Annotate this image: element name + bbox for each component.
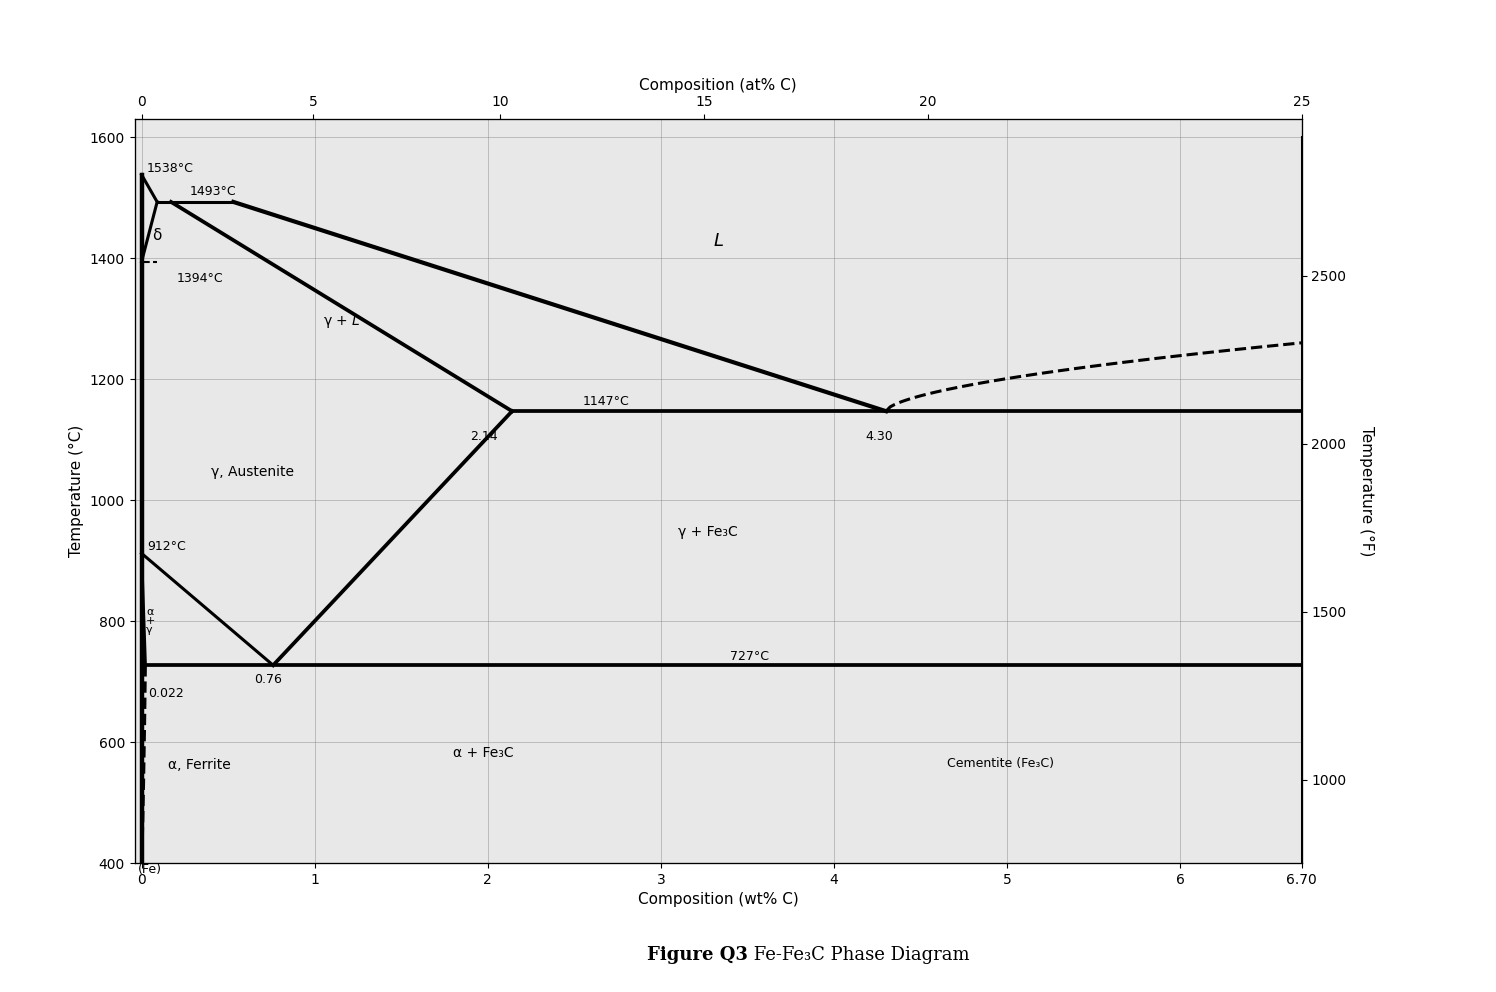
Text: α
+
γ: α + γ bbox=[147, 607, 156, 635]
Text: α, Ferrite: α, Ferrite bbox=[168, 758, 230, 773]
X-axis label: Composition (at% C): Composition (at% C) bbox=[639, 77, 797, 93]
Text: (Fe): (Fe) bbox=[138, 863, 162, 876]
Text: Figure Q3: Figure Q3 bbox=[648, 946, 748, 964]
Y-axis label: Temperature (°C): Temperature (°C) bbox=[69, 425, 84, 558]
X-axis label: Composition (wt% C): Composition (wt% C) bbox=[637, 893, 799, 908]
Text: 1394°C: 1394°C bbox=[177, 273, 223, 286]
Text: 4.30: 4.30 bbox=[865, 430, 893, 442]
Text: γ + $L$: γ + $L$ bbox=[323, 312, 361, 329]
Text: 0.022: 0.022 bbox=[148, 686, 184, 699]
Text: $L$: $L$ bbox=[714, 232, 724, 250]
Text: 912°C: 912°C bbox=[147, 540, 186, 553]
Text: 727°C: 727°C bbox=[730, 651, 769, 664]
Text: α + Fe₃C: α + Fe₃C bbox=[453, 746, 513, 760]
Text: 1493°C: 1493°C bbox=[190, 185, 236, 197]
Text: γ, Austenite: γ, Austenite bbox=[211, 465, 293, 479]
Text: 0.76: 0.76 bbox=[254, 674, 281, 686]
Y-axis label: Temperature (°F): Temperature (°F) bbox=[1360, 426, 1375, 557]
Text: Fe-Fe₃C Phase Diagram: Fe-Fe₃C Phase Diagram bbox=[748, 946, 969, 964]
Text: 1538°C: 1538°C bbox=[147, 163, 193, 176]
Text: 2.14: 2.14 bbox=[471, 430, 498, 442]
Text: γ + Fe₃C: γ + Fe₃C bbox=[678, 526, 738, 540]
Text: Cementite (Fe₃C): Cementite (Fe₃C) bbox=[947, 758, 1053, 771]
Text: 1147°C: 1147°C bbox=[583, 395, 630, 408]
Text: δ: δ bbox=[153, 228, 162, 243]
